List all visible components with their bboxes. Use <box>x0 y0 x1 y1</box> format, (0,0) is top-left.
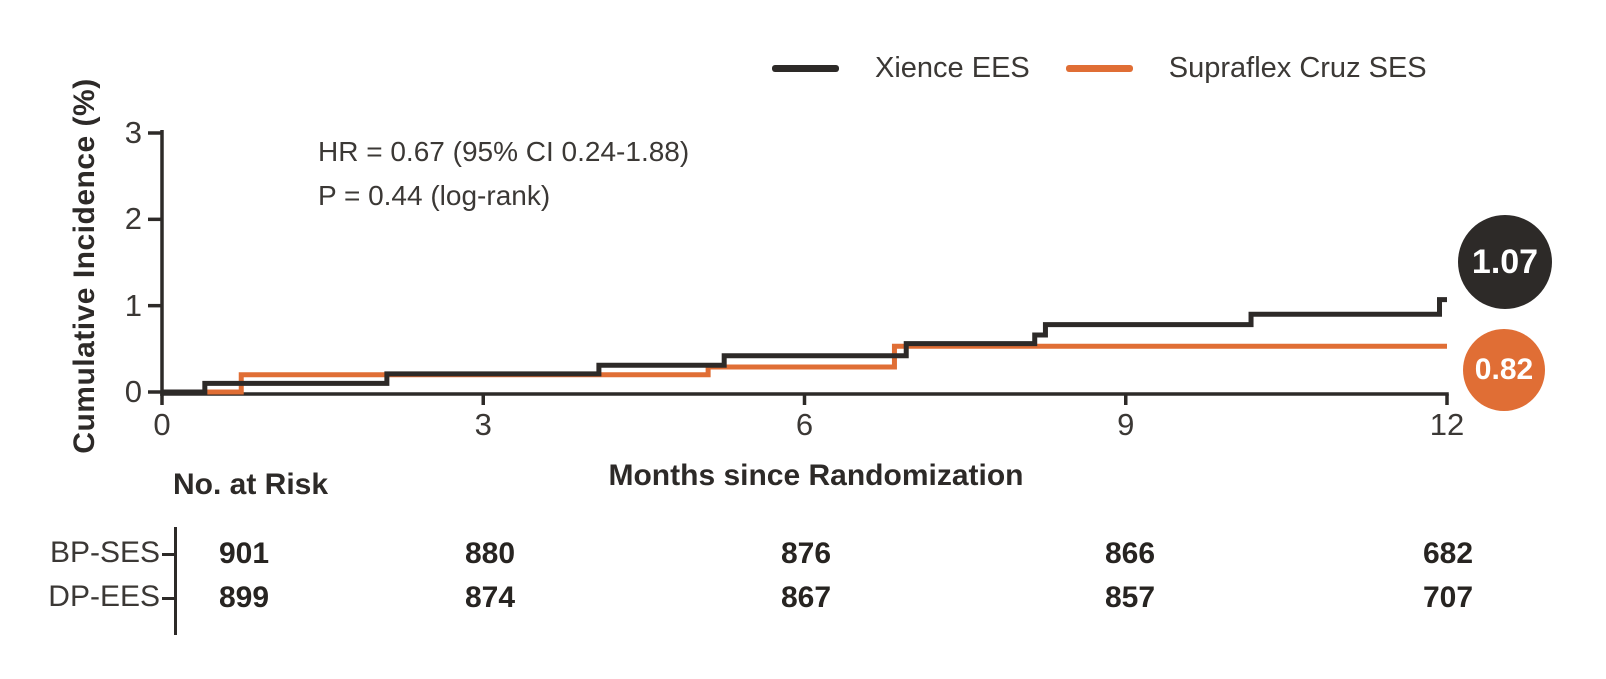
x-tick-label: 6 <box>795 407 814 442</box>
km-step-curve-xience-ees <box>162 297 1447 395</box>
x-tick-label: 9 <box>1117 407 1135 442</box>
risk-value-bp-ses-m6: 876 <box>780 537 832 570</box>
risk-value-dp-ees-m12: 707 <box>1422 581 1474 614</box>
legend-swatch-xience <box>772 64 839 72</box>
legend: Xience EES Supraflex Cruz SES <box>772 50 1427 86</box>
km-step-curve-supraflex-cruz-ses <box>162 343 1447 395</box>
x-tick-label: 12 <box>1429 407 1465 442</box>
y-tick-label: 0 <box>124 374 142 409</box>
risk-value-dp-ees-m9: 857 <box>1104 581 1156 614</box>
risk-value-bp-ses-m0: 901 <box>218 537 270 570</box>
risk-value-bp-ses-m9: 866 <box>1104 537 1156 570</box>
legend-label-supraflex: Supraflex Cruz SES <box>1168 51 1427 84</box>
y-tick-label: 3 <box>124 115 142 150</box>
x-tick-label: 3 <box>474 407 492 442</box>
risk-row-tick-bp-ses <box>162 553 176 556</box>
risk-value-dp-ees-m0: 899 <box>218 581 270 614</box>
legend-swatch-supraflex <box>1065 64 1133 72</box>
risk-value-bp-ses-m12: 682 <box>1422 537 1474 570</box>
x-axis-title: Months since Randomization <box>608 459 1024 492</box>
y-tick-label: 1 <box>124 287 142 323</box>
hr-annotation-line: HR = 0.67 (95% CI 0.24-1.88) <box>318 136 690 167</box>
risk-row-label-bp-ses: BP-SES <box>49 536 160 569</box>
stats-annotation: HR = 0.67 (95% CI 0.24-1.88) P = 0.44 (l… <box>318 130 689 218</box>
endpoint-badge-supraflex: 0.82 <box>1463 329 1545 411</box>
legend-label-xience: Xience EES <box>875 51 1030 84</box>
risk-table-header: No. at Risk <box>173 468 329 501</box>
risk-value-bp-ses-m3: 880 <box>464 537 516 570</box>
p-annotation-line: P = 0.44 (log-rank) <box>318 180 551 211</box>
risk-value-dp-ees-m3: 874 <box>464 581 516 614</box>
risk-row-tick-dp-ees <box>162 597 176 600</box>
endpoint-value-xience: 1.07 <box>1471 242 1539 281</box>
endpoint-badge-xience: 1.07 <box>1458 215 1552 309</box>
y-tick-label: 2 <box>124 201 142 237</box>
endpoint-value-supraflex: 0.82 <box>1474 353 1534 386</box>
x-tick-label: 0 <box>153 407 171 442</box>
risk-value-dp-ees-m6: 867 <box>780 581 832 614</box>
risk-row-label-dp-ees: DP-EES <box>48 580 160 613</box>
risk-table-divider-line <box>174 527 177 635</box>
